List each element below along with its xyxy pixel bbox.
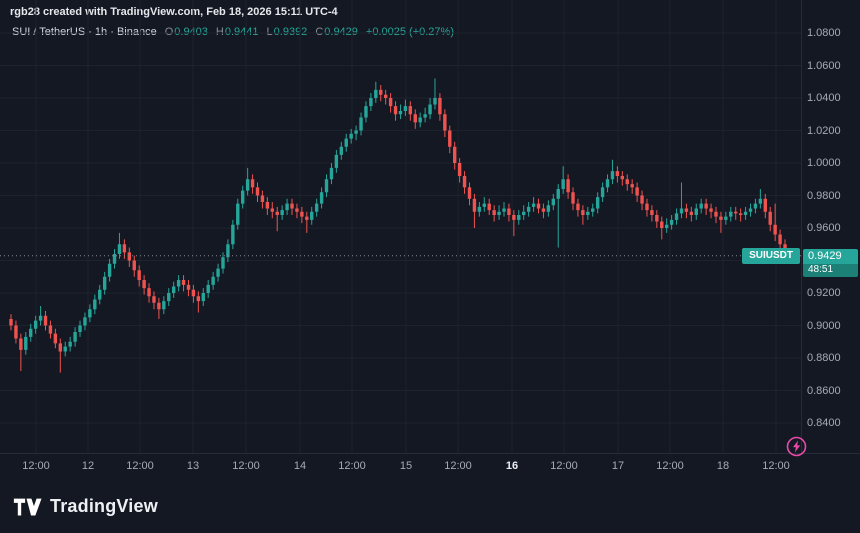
watermark-attribution: rgb28 created with TradingView.com, Feb …: [10, 6, 338, 18]
close-label: C: [315, 26, 324, 38]
open-value: 0.9403: [174, 26, 208, 38]
tradingview-logo-link[interactable]: TradingView: [12, 495, 158, 519]
open-label: O: [164, 26, 174, 38]
price-tick-label: 1.0800: [807, 27, 841, 39]
ohlc-open: O 0.9403: [165, 26, 208, 38]
ohlc-close: C 0.9429: [315, 26, 358, 38]
price-tick-label: 0.9800: [807, 189, 841, 202]
price-change: +0.0025 (+0.27%): [365, 26, 454, 38]
high-value: 0.9441: [224, 26, 259, 38]
footer-bar: TradingView: [0, 480, 860, 533]
low-value: 0.9392: [273, 26, 308, 38]
time-tick-label: 17: [611, 460, 625, 472]
chart-plot-area[interactable]: [0, 0, 860, 455]
price-tick-label: 1.0200: [807, 124, 841, 137]
time-tick-label: 12:00: [22, 460, 50, 472]
time-tick-label: 14: [293, 460, 307, 472]
tradingview-wordmark: TradingView: [50, 496, 158, 516]
price-tick-label: 1.0400: [807, 92, 841, 104]
symbol-flag-text: SUIUSDT: [749, 249, 793, 261]
price-tick-label: 1.0600: [807, 59, 841, 72]
time-tick-label: 12:00: [550, 460, 578, 472]
time-tick-label: 12:00: [126, 460, 154, 472]
symbol-price-flag: SUIUSDT: [742, 247, 800, 264]
time-tick-label: 12:00: [444, 460, 472, 472]
time-tick-label: 13: [186, 460, 200, 472]
time-tick-label: 12: [81, 460, 95, 472]
high-label: H: [215, 26, 224, 38]
time-tick-label: 12:00: [338, 460, 366, 472]
price-tick-label: 1.0000: [807, 157, 841, 169]
ohlc-low: L 0.9392: [267, 26, 308, 38]
price-tick-label: 0.8800: [807, 352, 841, 364]
price-tick-label: 0.8400: [807, 417, 841, 429]
close-value: 0.9429: [324, 26, 358, 38]
boost-spark-icon[interactable]: [786, 436, 807, 457]
low-label: L: [266, 26, 273, 38]
last-price-value: 0.9429: [803, 248, 858, 264]
ohlc-high: H 0.9441: [216, 26, 259, 38]
candlestick-canvas[interactable]: [0, 0, 860, 455]
time-tick-label: 18: [716, 460, 730, 472]
time-tick-label: 12:00: [656, 460, 684, 472]
time-tick-label: 12:00: [232, 460, 260, 472]
tradingview-logo-icon: [13, 498, 42, 515]
time-tick-label: 12:00: [762, 460, 790, 472]
time-tick-label: 16: [505, 460, 519, 472]
time-tick-label: 15: [399, 460, 413, 472]
price-tick-label: 0.9000: [807, 319, 841, 332]
price-tick-label: 0.8600: [807, 384, 841, 397]
symbol-title[interactable]: SUI / TetherUS · 1h · Binance: [12, 26, 157, 38]
bar-countdown: 48:51: [803, 263, 858, 277]
price-tick-label: 0.9600: [807, 222, 841, 234]
price-tick-label: 0.9200: [807, 287, 841, 299]
last-price-badge: 0.9429 48:51: [803, 248, 858, 277]
